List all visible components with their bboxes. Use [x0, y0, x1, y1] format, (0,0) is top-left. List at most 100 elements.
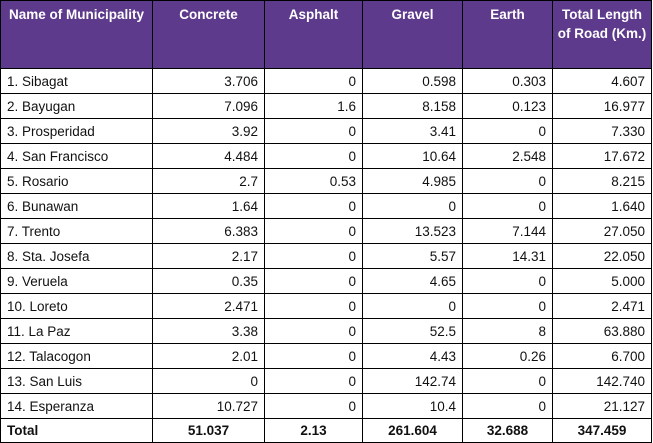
- total-concrete: 51.037: [152, 418, 265, 443]
- earth-value: 7.144: [462, 218, 553, 244]
- header-earth: Earth: [462, 0, 553, 69]
- table-row: 6. Bunawan 1.64 0 0 0 1.640: [0, 193, 652, 219]
- total-length-value: 21.127: [552, 393, 652, 419]
- table-row: 12. Talacogon 2.01 0 4.43 0.26 6.700: [0, 343, 652, 369]
- earth-value: 0: [462, 293, 553, 319]
- total-length-value: 4.607: [552, 68, 652, 94]
- concrete-value: 6.383: [152, 218, 265, 244]
- asphalt-value: 0: [264, 143, 363, 169]
- concrete-value: 3.92: [152, 118, 265, 144]
- total-label: Total: [0, 418, 153, 443]
- concrete-value: 3.38: [152, 318, 265, 344]
- earth-value: 0.303: [462, 68, 553, 94]
- earth-value: 2.548: [462, 143, 553, 169]
- municipality-name: 13. San Luis: [0, 368, 153, 394]
- concrete-value: 1.64: [152, 193, 265, 219]
- asphalt-value: 0: [264, 243, 363, 269]
- asphalt-value: 0.53: [264, 168, 363, 194]
- header-gravel: Gravel: [362, 0, 463, 69]
- gravel-value: 0: [362, 193, 463, 219]
- municipality-name: 5. Rosario: [0, 168, 153, 194]
- table-row: 5. Rosario 2.7 0.53 4.985 0 8.215: [0, 168, 652, 194]
- municipality-name: 7. Trento: [0, 218, 153, 244]
- earth-value: 0: [462, 368, 553, 394]
- asphalt-value: 0: [264, 293, 363, 319]
- asphalt-value: 0: [264, 393, 363, 419]
- total-length-value: 16.977: [552, 93, 652, 119]
- concrete-value: 7.096: [152, 93, 265, 119]
- earth-value: 8: [462, 318, 553, 344]
- asphalt-value: 0: [264, 343, 363, 369]
- municipality-name: 14. Esperanza: [0, 393, 153, 419]
- total-length-value: 7.330: [552, 118, 652, 144]
- total-length-value: 27.050: [552, 218, 652, 244]
- asphalt-value: 0: [264, 68, 363, 94]
- earth-value: 0: [462, 193, 553, 219]
- asphalt-value: 0: [264, 318, 363, 344]
- earth-value: 0.26: [462, 343, 553, 369]
- concrete-value: 3.706: [152, 68, 265, 94]
- header-asphalt: Asphalt: [264, 0, 363, 69]
- asphalt-value: 0: [264, 118, 363, 144]
- total-length-value: 63.880: [552, 318, 652, 344]
- gravel-value: 13.523: [362, 218, 463, 244]
- gravel-value: 4.65: [362, 268, 463, 294]
- earth-value: 0: [462, 168, 553, 194]
- table-row: 1. Sibagat 3.706 0 0.598 0.303 4.607: [0, 68, 652, 94]
- total-length-value: 17.672: [552, 143, 652, 169]
- total-row: Total 51.037 2.13 261.604 32.688 347.459: [0, 418, 652, 443]
- table-row: 4. San Francisco 4.484 0 10.64 2.548 17.672: [0, 143, 652, 169]
- table-row: 9. Veruela 0.35 0 4.65 0 5.000: [0, 268, 652, 294]
- municipality-name: 4. San Francisco: [0, 143, 153, 169]
- gravel-value: 10.4: [362, 393, 463, 419]
- concrete-value: 2.17: [152, 243, 265, 269]
- gravel-value: 8.158: [362, 93, 463, 119]
- table-row: 14. Esperanza 10.727 0 10.4 0 21.127: [0, 393, 652, 419]
- total-length-value: 8.215: [552, 168, 652, 194]
- gravel-value: 4.43: [362, 343, 463, 369]
- gravel-value: 142.74: [362, 368, 463, 394]
- asphalt-value: 0: [264, 193, 363, 219]
- concrete-value: 0: [152, 368, 265, 394]
- gravel-value: 0: [362, 293, 463, 319]
- municipality-name: 10. Loreto: [0, 293, 153, 319]
- header-municipality: Name of Municipality: [0, 0, 153, 69]
- gravel-value: 3.41: [362, 118, 463, 144]
- total-length-value: 1.640: [552, 193, 652, 219]
- total-gravel: 261.604: [362, 418, 463, 443]
- concrete-value: 0.35: [152, 268, 265, 294]
- municipality-name: 6. Bunawan: [0, 193, 153, 219]
- total-length-value: 142.740: [552, 368, 652, 394]
- table-row: 11. La Paz 3.38 0 52.5 8 63.880: [0, 318, 652, 344]
- concrete-value: 2.471: [152, 293, 265, 319]
- concrete-value: 10.727: [152, 393, 265, 419]
- earth-value: 0.123: [462, 93, 553, 119]
- gravel-value: 0.598: [362, 68, 463, 94]
- municipality-name: 8. Sta. Josefa: [0, 243, 153, 269]
- table-row: 3. Prosperidad 3.92 0 3.41 0 7.330: [0, 118, 652, 144]
- table-row: 2. Bayugan 7.096 1.6 8.158 0.123 16.977: [0, 93, 652, 119]
- total-length: 347.459: [552, 418, 652, 443]
- total-length-value: 5.000: [552, 268, 652, 294]
- table-row: 13. San Luis 0 0 142.74 0 142.740: [0, 368, 652, 394]
- municipality-name: 3. Prosperidad: [0, 118, 153, 144]
- header-total-length: Total Length of Road (Km.): [552, 0, 652, 69]
- total-length-value: 2.471: [552, 293, 652, 319]
- table-row: 10. Loreto 2.471 0 0 0 2.471: [0, 293, 652, 319]
- municipality-name: 11. La Paz: [0, 318, 153, 344]
- total-length-value: 6.700: [552, 343, 652, 369]
- municipality-name: 9. Veruela: [0, 268, 153, 294]
- concrete-value: 2.01: [152, 343, 265, 369]
- earth-value: 0: [462, 393, 553, 419]
- asphalt-value: 0: [264, 268, 363, 294]
- total-asphalt: 2.13: [264, 418, 363, 443]
- municipality-name: 2. Bayugan: [0, 93, 153, 119]
- earth-value: 14.31: [462, 243, 553, 269]
- concrete-value: 4.484: [152, 143, 265, 169]
- municipality-name: 12. Talacogon: [0, 343, 153, 369]
- header-row: Name of Municipality Concrete Asphalt Gr…: [0, 0, 652, 69]
- gravel-value: 10.64: [362, 143, 463, 169]
- total-length-value: 22.050: [552, 243, 652, 269]
- gravel-value: 4.985: [362, 168, 463, 194]
